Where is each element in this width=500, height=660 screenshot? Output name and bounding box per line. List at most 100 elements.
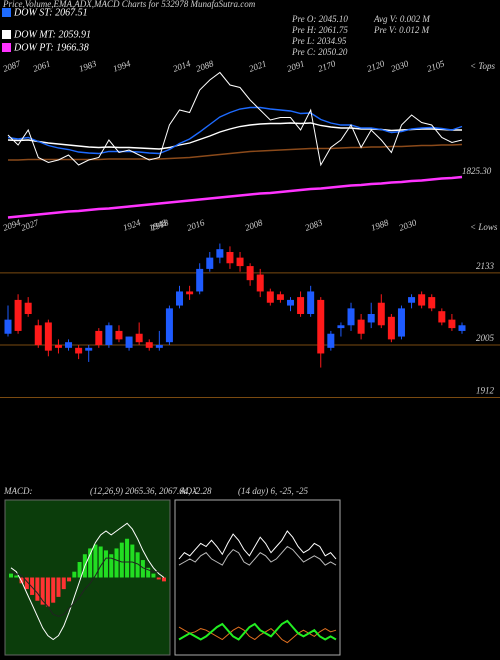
candle-body <box>145 342 153 348</box>
candle-body <box>377 302 385 326</box>
candle-body <box>34 325 42 346</box>
panel-title: ADX <box>179 486 198 496</box>
low-label: 2030 <box>398 217 419 233</box>
candle-body <box>226 251 234 264</box>
candle-body <box>206 257 214 269</box>
histogram-bar <box>45 577 50 607</box>
panel-subtitle: (12,26,9) 2065.36, 2067.64, -2.28 <box>90 486 212 496</box>
candle-body <box>286 299 294 306</box>
histogram-bar <box>40 577 45 605</box>
candle-body <box>337 325 345 329</box>
legend-label: DOW ST: 2067.51 <box>13 7 88 18</box>
histogram-bar <box>88 548 93 578</box>
histogram-bar <box>35 577 40 601</box>
panel-bg <box>4 499 171 656</box>
legend-label: DOW PT: 1966.38 <box>13 42 89 53</box>
candle-body <box>176 291 184 306</box>
low-label: 1918 <box>150 217 171 233</box>
y-tick-label: 2005 <box>476 333 495 343</box>
legend-swatch <box>2 8 11 17</box>
ema-line <box>7 122 462 150</box>
histogram-bar <box>146 567 151 578</box>
top-label: 2105 <box>426 58 447 74</box>
tops-label: < Tops <box>470 61 496 71</box>
macd-line <box>10 522 165 641</box>
legend-swatch <box>2 30 11 39</box>
candle-body <box>357 319 365 334</box>
candle-body <box>165 308 173 343</box>
candle-body <box>4 319 12 334</box>
low-label: 2083 <box>304 217 325 233</box>
histogram-bar <box>140 560 145 578</box>
top-label: 2170 <box>317 58 338 74</box>
histogram-bar <box>162 577 166 582</box>
top-label: 1994 <box>112 58 133 74</box>
top-label: 2120 <box>366 58 387 74</box>
top-label: 2088 <box>195 58 216 74</box>
adx-line <box>178 530 337 560</box>
histogram-bar <box>125 538 130 578</box>
low-label: 2027 <box>20 217 41 233</box>
info-text: Avg V: 0.002 M <box>373 14 430 24</box>
candle-body <box>186 291 194 295</box>
histogram-bar <box>24 577 29 590</box>
price-line <box>7 71 463 167</box>
candle-body <box>75 347 83 354</box>
candle-body <box>327 333 335 348</box>
page-title: Price,Volume,EMA,ADX,MACD Charts for 532… <box>2 0 256 9</box>
low-label: 1988 <box>370 217 391 233</box>
ema-line <box>7 175 463 219</box>
annotation: 1825.30 <box>462 166 492 176</box>
histogram-bar <box>67 577 72 582</box>
top-label: 2021 <box>248 58 268 74</box>
histogram-bar <box>114 548 119 578</box>
candle-body <box>105 325 113 346</box>
candle-body <box>317 299 325 354</box>
top-label: 2087 <box>2 58 23 74</box>
histogram-bar <box>103 550 108 578</box>
macd-line <box>10 557 165 617</box>
candle-body <box>44 322 52 351</box>
candle-body <box>387 316 395 340</box>
candle-body <box>408 297 416 303</box>
candle-body <box>24 302 32 315</box>
top-label: 2014 <box>172 58 193 74</box>
candle-body <box>65 342 73 348</box>
histogram-bar <box>156 577 161 580</box>
histogram-bar <box>98 546 103 578</box>
histogram-bar <box>72 571 77 578</box>
histogram-bar <box>61 577 66 590</box>
candle-body <box>125 336 133 348</box>
panel-subtitle: (14 day) 6, -25, -25 <box>238 486 308 496</box>
info-text: Pre L: 2034.95 <box>291 36 347 46</box>
candle-body <box>54 345 62 348</box>
histogram-bar <box>77 562 82 578</box>
histogram-bar <box>151 573 156 578</box>
legend-swatch <box>2 43 11 52</box>
candle-body <box>115 330 123 340</box>
info-text: Pre C: 2050.20 <box>291 47 348 57</box>
histogram-bar <box>119 542 124 578</box>
top-label: 2030 <box>390 58 411 74</box>
candle-body <box>266 291 274 303</box>
candle-body <box>85 347 93 351</box>
y-tick-label: 1912 <box>476 386 495 396</box>
candle-body <box>236 257 244 267</box>
candle-body <box>307 291 315 315</box>
candle-body <box>448 319 456 329</box>
legend-label: DOW MT: 2059.91 <box>13 29 91 40</box>
candle-body <box>438 311 446 323</box>
candle-body <box>418 294 426 306</box>
histogram-bar <box>56 577 61 597</box>
histogram-bar <box>135 552 140 578</box>
candle-body <box>135 333 143 343</box>
histogram-bar <box>14 575 19 578</box>
low-label: 2008 <box>244 217 265 233</box>
adx-line <box>178 619 337 641</box>
candle-body <box>216 249 224 258</box>
histogram-bar <box>30 577 35 595</box>
candle-body <box>276 294 284 300</box>
candle-body <box>155 345 163 348</box>
adx-line <box>178 545 337 566</box>
